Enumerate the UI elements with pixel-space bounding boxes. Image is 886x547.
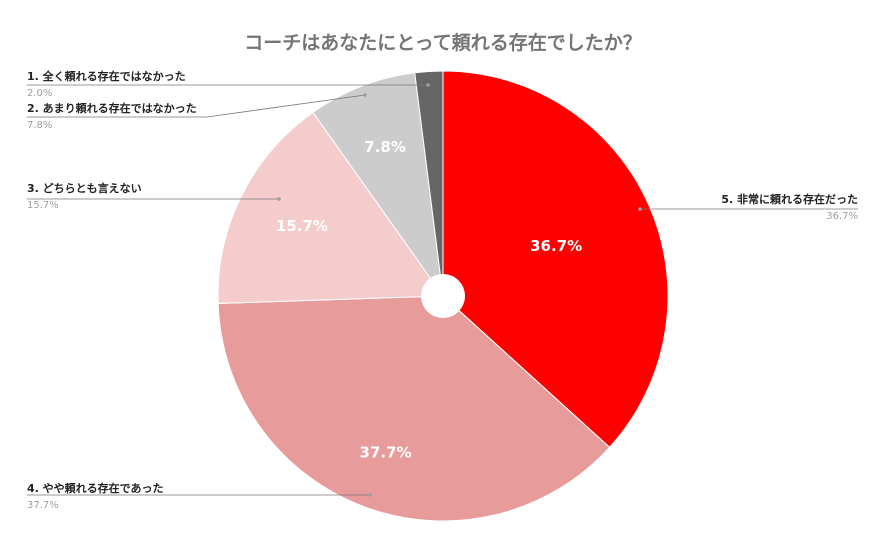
callout-category-label: 3. どちらとも言えない [27,181,142,195]
pie-slice-2 [217,295,611,522]
callout-percent-label: 15.7% [27,200,59,211]
callout-percent-label: 7.8% [27,120,52,131]
callout-category-label: 5. 非常に頼れる存在だった [721,192,858,206]
callout-percent-label: 2.0% [27,88,52,99]
pie-slice-1 [442,70,669,448]
callout-anchor-dot [363,93,367,97]
chart-title: コーチはあなたにとって頼れる存在でしたか？ [244,31,641,54]
callout-percent-label: 36.7% [826,211,858,222]
callout-percent-label: 37.7% [27,500,59,511]
callout-anchor-dot [638,207,642,211]
pie-slice-3 [217,111,444,304]
callout-anchor-dot [277,197,281,201]
callout-category-label: 4. やや頼れる存在であった [27,481,164,495]
slice-value-label: 7.8% [364,138,406,156]
pie-slice-4 [312,72,444,297]
pie-slice-5 [414,70,444,297]
slice-value-label: 36.7% [530,237,582,255]
slice-value-label: 37.7% [360,443,412,461]
callout-leader-line [27,94,366,118]
callout-anchor-dot [426,83,430,87]
callout-category-label: 2. あまり頼れる存在ではなかった [27,101,197,115]
slice-value-label: 15.7% [276,217,328,235]
donut-hole [421,274,465,318]
callout-anchor-dot [368,493,372,497]
callout-category-label: 1. 全く頼れる存在ではなかった [27,69,186,83]
